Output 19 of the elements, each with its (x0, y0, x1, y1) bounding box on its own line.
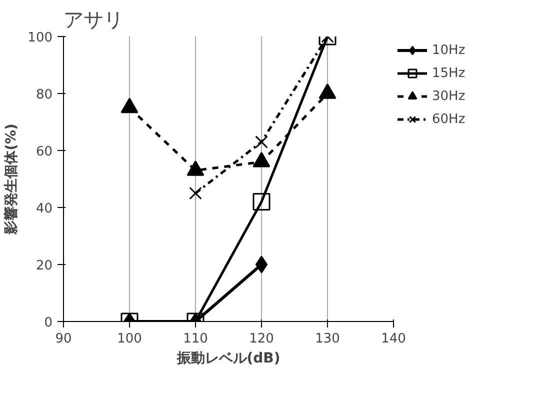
y-tick-label: 40 (36, 202, 53, 216)
x-tick-label: 100 (117, 332, 142, 346)
y-tick-label: 100 (28, 30, 53, 46)
y-tick-label: 60 (36, 144, 53, 160)
x-tick-label: 120 (249, 332, 274, 346)
x-tick-label: 90 (55, 332, 72, 346)
legend-label: 10Hz (432, 42, 466, 58)
y-tick-label: 80 (36, 88, 53, 102)
legend-label: 60Hz (432, 112, 466, 126)
legend-label: 30Hz (432, 88, 466, 104)
chart-title: アサリ (64, 8, 124, 32)
x-tick-label: 110 (183, 332, 208, 346)
legend-label: 15Hz (432, 66, 466, 80)
x-tick-label: 130 (315, 332, 340, 346)
x-axis-title: 振動レベル(dB) (176, 350, 280, 366)
y-tick-label: 0 (44, 316, 53, 330)
x-tick-label: 140 (381, 332, 406, 346)
y-tick-label: 20 (36, 258, 53, 274)
y-axis-title: 影響発生個体(%) (2, 124, 20, 236)
